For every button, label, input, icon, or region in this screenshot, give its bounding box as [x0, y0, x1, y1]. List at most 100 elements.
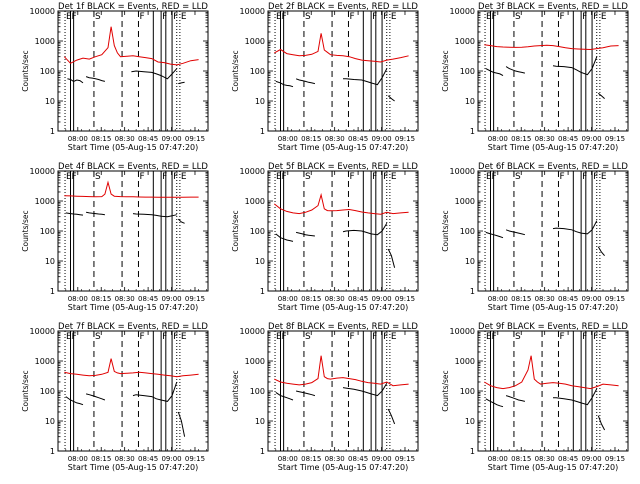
x-tick-label: 08:00: [488, 135, 508, 143]
y-tick-label: 100: [40, 227, 55, 236]
plot-panel-1: 1 10 100 1000 10000 08:00 08:15 08:30 08:45 09:00…: [21, 2, 209, 152]
plot-panel-4: 1 10 100 1000 10000 08:00 08:15 08:30 08:45 09:00…: [21, 162, 209, 312]
plot-frame: [57, 330, 209, 452]
events-series-line: [505, 66, 526, 74]
x-tick-label: 08:00: [68, 135, 88, 143]
y-tick-label: 10: [465, 97, 475, 106]
event-marker-label: F: [349, 172, 354, 182]
events-series-line: [275, 233, 294, 242]
y-tick-label: 10000: [240, 167, 265, 176]
events-series-line: [132, 381, 178, 402]
x-axis-label: Start Time (05-Aug-15 07:47:20): [488, 143, 619, 152]
y-axis-label: Counts/sec: [231, 50, 240, 91]
event-marker-label: S: [515, 332, 521, 342]
event-marker-label: S: [95, 332, 101, 342]
y-tick-label: 10: [255, 257, 265, 266]
event-marker-label: F: [559, 332, 564, 342]
event-marker-label: F: [173, 12, 178, 22]
y-tick-label: 1: [50, 447, 55, 456]
y-axis-label: Counts/sec: [21, 370, 30, 411]
y-tick-label: 10: [465, 417, 475, 426]
events-series-line: [343, 68, 388, 86]
x-tick-label: 08:15: [511, 455, 531, 463]
y-axis-label: Counts/sec: [21, 50, 30, 91]
event-marker-label: F: [372, 332, 377, 342]
y-axis-label: Counts/sec: [21, 210, 30, 251]
event-marker-label: F: [383, 12, 388, 22]
plot-panel-6: 1 10 100 1000 10000 08:00 08:15 08:30 08:45 09:00…: [441, 162, 629, 312]
events-series-line: [65, 396, 84, 406]
x-tick-label: 09:15: [605, 295, 625, 303]
x-tick-label: 08:15: [301, 135, 321, 143]
x-tick-label: 09:15: [395, 455, 415, 463]
event-marker-label: E: [66, 332, 72, 342]
x-axis-label: Start Time (05-Aug-15 07:47:20): [278, 303, 409, 312]
x-tick-label: 08:45: [348, 135, 368, 143]
event-marker-label: F: [593, 172, 598, 182]
events-series-line: [275, 80, 294, 88]
event-marker-label: F: [162, 172, 167, 182]
x-tick-label: 08:15: [301, 295, 321, 303]
event-marker-label: F: [593, 332, 598, 342]
events-series-line: [597, 246, 605, 257]
lld-series-line: [274, 355, 409, 387]
x-tick-label: 08:45: [558, 135, 578, 143]
x-tick-label: 08:15: [301, 455, 321, 463]
event-marker-label: E: [601, 332, 607, 342]
plot-title: Det 4f BLACK = Events, RED = LLD: [58, 162, 208, 172]
plot-panel-3: 1 10 100 1000 10000 08:00 08:15 08:30 08:45 09:00…: [441, 2, 629, 152]
event-marker-label: S: [305, 12, 311, 22]
event-marker-label: F: [139, 332, 144, 342]
y-tick-label: 1000: [455, 357, 475, 366]
x-tick-label: 08:30: [325, 455, 345, 463]
events-series-line: [67, 78, 84, 84]
event-marker-label: F: [559, 12, 564, 22]
x-tick-label: 09:00: [371, 135, 391, 143]
lld-series-line: [484, 355, 619, 390]
x-tick-label: 08:30: [115, 295, 135, 303]
event-marker-label: F: [372, 172, 377, 182]
y-tick-label: 1: [50, 127, 55, 136]
x-tick-label: 08:00: [488, 295, 508, 303]
event-marker-label: S: [305, 172, 311, 182]
x-tick-label: 08:00: [278, 295, 298, 303]
plot-frame: [267, 170, 419, 292]
y-tick-label: 10: [45, 257, 55, 266]
y-axis-label: Counts/sec: [441, 370, 450, 411]
y-tick-label: 100: [40, 67, 55, 76]
y-tick-label: 10000: [450, 7, 475, 16]
y-axis-label: Counts/sec: [231, 210, 240, 251]
y-axis-label: Counts/sec: [441, 210, 450, 251]
events-series-line: [553, 388, 598, 406]
events-series-line: [85, 76, 106, 82]
events-series-line: [387, 248, 396, 268]
lld-series-line: [274, 33, 409, 63]
events-series-line: [387, 95, 395, 102]
events-series-line: [485, 398, 504, 408]
plot-panel-7: 1 10 100 1000 10000 08:00 08:15 08:30 08:45 09:00…: [21, 322, 209, 472]
y-tick-label: 1: [260, 127, 265, 136]
x-tick-label: 09:15: [185, 135, 205, 143]
x-tick-label: 08:15: [91, 295, 111, 303]
x-tick-label: 09:15: [395, 295, 415, 303]
x-axis-label: Start Time (05-Aug-15 07:47:20): [68, 303, 199, 312]
x-tick-label: 08:15: [91, 455, 111, 463]
plot-panel-5: 1 10 100 1000 10000 08:00 08:15 08:30 08:45 09:00…: [231, 162, 419, 312]
x-axis-label: Start Time (05-Aug-15 07:47:20): [488, 463, 619, 472]
y-tick-label: 10: [255, 97, 265, 106]
events-series-line: [178, 81, 185, 85]
x-tick-label: 09:15: [185, 455, 205, 463]
y-tick-label: 1000: [245, 197, 265, 206]
x-tick-label: 08:45: [138, 295, 158, 303]
event-marker-label: E: [391, 332, 397, 342]
y-tick-label: 1: [470, 447, 475, 456]
plot-frame: [477, 10, 629, 132]
event-marker-label: F: [582, 172, 587, 182]
plot-title: Det 7f BLACK = Events, RED = LLD: [58, 322, 208, 332]
y-tick-label: 1: [260, 287, 265, 296]
x-tick-label: 08:00: [278, 455, 298, 463]
x-tick-label: 09:00: [161, 455, 181, 463]
event-marker-label: E: [276, 12, 282, 22]
events-series-line: [295, 78, 316, 85]
y-tick-label: 100: [250, 387, 265, 396]
